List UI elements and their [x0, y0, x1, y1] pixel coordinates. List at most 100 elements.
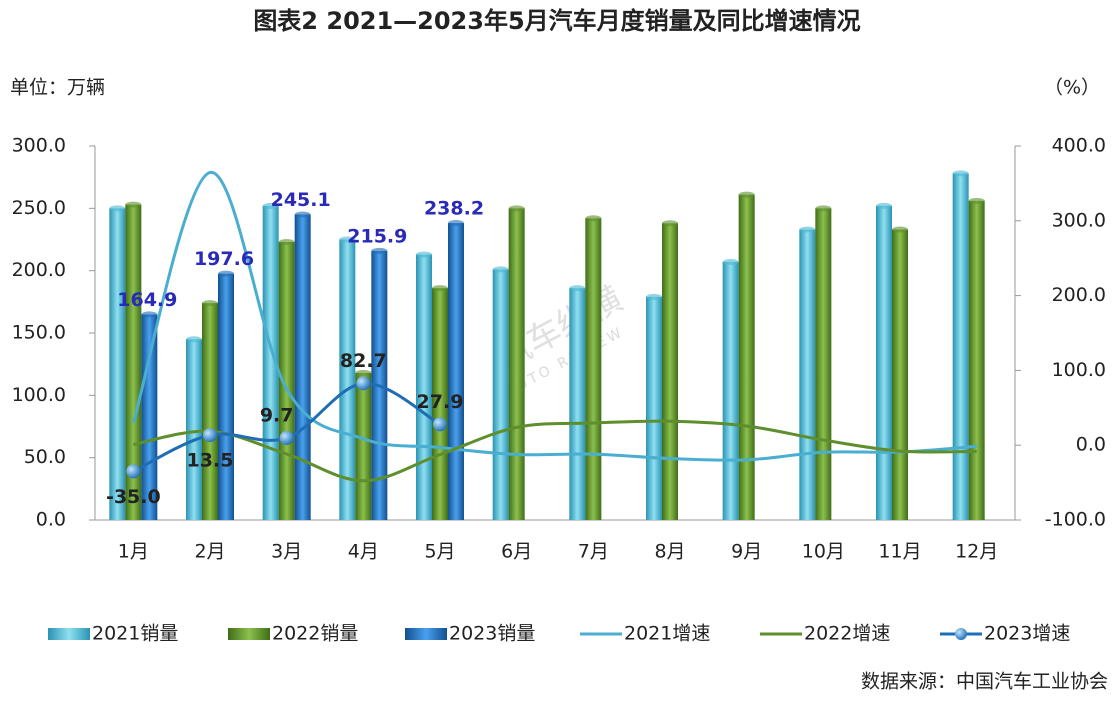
legend-label: 2021增速	[624, 623, 710, 645]
legend-label: 2022销量	[272, 623, 358, 645]
labels: 164.9 197.6 245.1 215.9 238.2 -35.0 13.5 9.7 82.…	[106, 189, 484, 508]
bar-top	[448, 220, 464, 227]
y2-tick-label: -100.0	[1045, 509, 1106, 531]
bar-top	[646, 293, 662, 300]
bar-top	[371, 247, 388, 254]
bar	[662, 223, 678, 520]
legend-label: 2021销量	[92, 623, 178, 645]
y-tick-label: 300.0	[12, 135, 66, 157]
bar	[218, 273, 234, 520]
bar-top	[202, 300, 218, 307]
bar	[294, 214, 311, 520]
x-tick-label: 1月	[118, 541, 149, 563]
x-tick-label: 12月	[955, 541, 998, 563]
y-tick-label: 0.0	[36, 509, 66, 531]
marker	[279, 430, 294, 445]
bar-top	[876, 202, 892, 209]
bar	[202, 303, 218, 520]
bar-top	[585, 215, 602, 222]
bar	[892, 229, 908, 520]
x-tick-label: 3月	[271, 541, 302, 563]
legend-swatch	[48, 628, 90, 640]
marker	[356, 376, 371, 391]
data-label: -35.0	[106, 486, 161, 508]
bar	[186, 339, 202, 520]
bar-top	[508, 205, 525, 212]
bar-top	[738, 191, 755, 198]
x-tick-label: 10月	[802, 541, 845, 563]
legend-label: 2023销量	[449, 623, 535, 645]
y-tick-label: 250.0	[12, 197, 66, 219]
chart-title: 图表2 2021—2023年5月汽车月度销量及同比增速情况	[253, 7, 860, 35]
x-tick-label: 11月	[878, 541, 921, 563]
x-tick-label: 2月	[194, 541, 225, 563]
bar	[646, 296, 662, 520]
bar	[722, 261, 739, 520]
bar	[569, 288, 586, 520]
y-tick-label: 150.0	[12, 322, 66, 344]
bar	[109, 208, 126, 521]
y-tick-label: 50.0	[24, 446, 66, 468]
bar-top	[662, 220, 678, 227]
legend-swatch	[405, 628, 447, 640]
bar-top	[125, 201, 142, 208]
line	[131, 170, 977, 462]
bar-top	[722, 258, 739, 265]
bar	[432, 288, 448, 520]
data-label: 197.6	[194, 248, 254, 270]
marker	[126, 464, 141, 479]
bar-top	[262, 202, 279, 209]
marker	[203, 428, 217, 443]
bar	[799, 229, 816, 520]
bar	[815, 208, 832, 521]
bar	[585, 218, 602, 520]
bar-top	[109, 205, 126, 212]
legend-swatch	[228, 628, 270, 640]
bar	[952, 173, 969, 520]
bar-top	[416, 251, 432, 258]
y2-tick-label: 200.0	[1052, 284, 1106, 306]
bar-top	[968, 197, 985, 204]
line	[133, 419, 977, 483]
x-tick-label: 7月	[578, 541, 609, 563]
bar	[339, 239, 356, 520]
bar-top	[492, 266, 509, 273]
bar	[278, 241, 295, 520]
bar	[448, 223, 464, 520]
bar	[876, 205, 892, 520]
data-label: 238.2	[424, 198, 484, 220]
data-label: 13.5	[187, 450, 234, 472]
bar-top	[432, 285, 448, 292]
legend-marker	[955, 628, 967, 640]
bar	[416, 254, 432, 520]
bar-top	[815, 205, 832, 212]
data-label: 9.7	[260, 404, 294, 426]
bar	[355, 372, 372, 520]
y2-tick-label: 400.0	[1052, 135, 1106, 157]
y2-tick-label: 0.0	[1076, 434, 1106, 456]
bar-top	[569, 285, 586, 292]
x-tick-label: 8月	[654, 541, 685, 563]
legend-label: 2022增速	[804, 623, 890, 645]
source: 数据来源：中国汽车工业协会	[861, 671, 1108, 693]
data-label: 164.9	[117, 289, 177, 311]
marker	[433, 417, 447, 432]
y-tick-label: 100.0	[12, 384, 66, 406]
bar	[492, 269, 509, 520]
bar	[968, 200, 985, 520]
x-tick-label: 5月	[424, 541, 455, 563]
bar-top	[186, 336, 202, 343]
x-tick-label: 4月	[348, 541, 379, 563]
y-axis-label: 单位：万辆	[10, 77, 105, 99]
bar-top	[278, 238, 295, 245]
data-label: 27.9	[417, 391, 464, 413]
bar-top	[355, 369, 372, 376]
bar	[141, 314, 158, 520]
x-tick-label: 9月	[731, 541, 762, 563]
bar-top	[892, 226, 908, 233]
bar	[125, 204, 142, 521]
bar	[508, 208, 525, 521]
data-label: 245.1	[271, 189, 331, 211]
